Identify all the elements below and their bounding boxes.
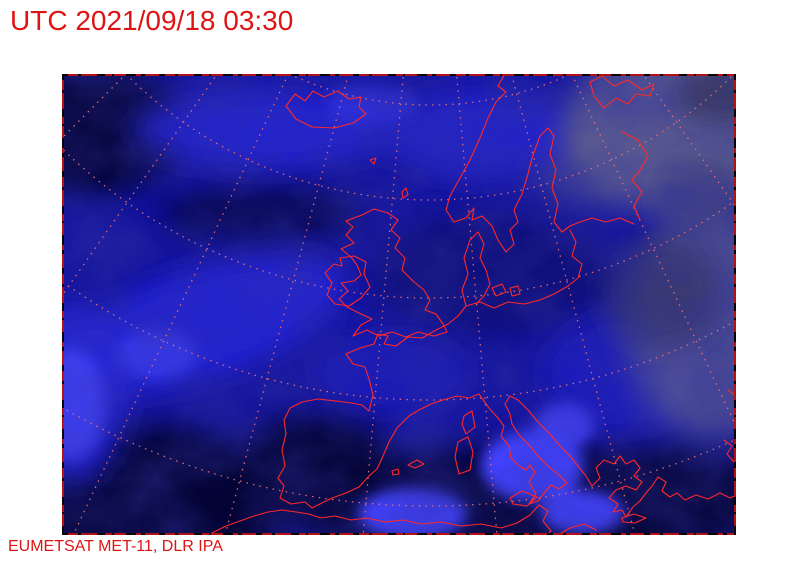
coast-britain bbox=[338, 208, 448, 338]
coast-dalmatia bbox=[517, 399, 593, 487]
coast-scandinavia bbox=[445, 74, 635, 253]
coast-danish-isles bbox=[491, 283, 521, 297]
credit-label: EUMETSAT MET-11, DLR IPA bbox=[8, 538, 223, 555]
coast-iceland bbox=[285, 90, 367, 129]
coast-turkey bbox=[657, 476, 736, 501]
coast-italy bbox=[497, 395, 568, 505]
coast-greece bbox=[591, 455, 659, 518]
coast-baltic-south bbox=[465, 229, 583, 309]
coast-ireland bbox=[324, 255, 371, 307]
timestamp-title: UTC 2021/09/18 03:30 bbox=[10, 5, 294, 36]
graticule-layer bbox=[62, 74, 736, 535]
coast-sicily bbox=[509, 490, 538, 507]
satellite-map-svg bbox=[62, 74, 736, 535]
border-ticks bbox=[62, 74, 736, 535]
coast-denmark bbox=[461, 231, 491, 307]
coast-kola bbox=[589, 75, 655, 109]
coast-balearics bbox=[391, 459, 425, 476]
cloud-texture bbox=[62, 74, 736, 535]
coast-faroe bbox=[369, 157, 377, 165]
coast-crete bbox=[621, 513, 647, 524]
satellite-map-image bbox=[62, 74, 736, 535]
coast-shetland bbox=[401, 187, 409, 199]
coast-west-europe-iberia bbox=[277, 305, 499, 509]
coast-sardinia bbox=[454, 436, 474, 475]
coast-north-africa bbox=[211, 504, 597, 535]
coast-corsica bbox=[461, 410, 476, 435]
coast-kanin bbox=[621, 131, 649, 221]
coastline-layer bbox=[211, 74, 736, 535]
